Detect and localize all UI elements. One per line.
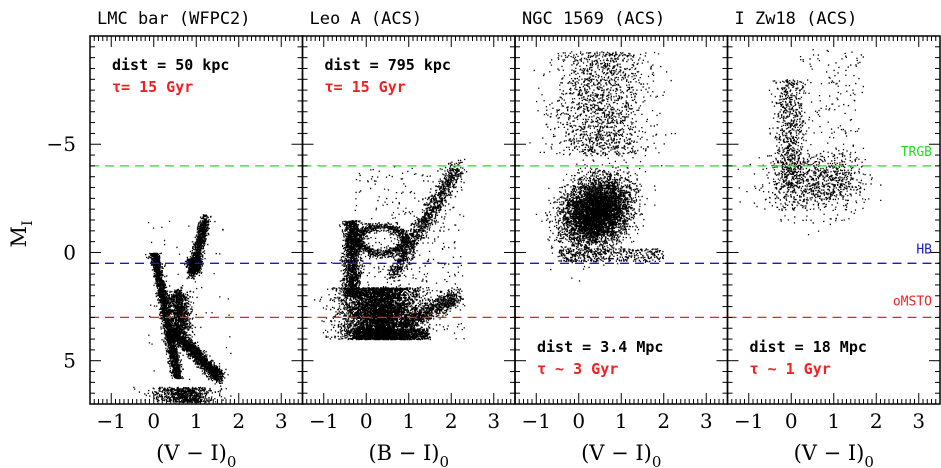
x-axis-label-main: (B − I) xyxy=(368,441,439,465)
scatter-point-cloud xyxy=(133,214,232,404)
x-tick-label: 3 xyxy=(275,409,288,433)
x-tick-label: 2 xyxy=(870,409,883,433)
distance-label: dist = 795 kpc xyxy=(325,56,451,74)
distance-label: dist = 50 kpc xyxy=(112,56,229,74)
scatter-point-cloud xyxy=(529,51,676,282)
x-axis-label: (V − I)0 xyxy=(581,441,661,468)
panel-title: I Zw18 (ACS) xyxy=(735,9,858,29)
y-tick-label: 5 xyxy=(63,349,76,373)
age-label: τ ~ 3 Gyr xyxy=(537,360,618,378)
x-axis-label: (V − I)0 xyxy=(156,441,236,468)
distance-label: dist = 18 Mpc xyxy=(750,338,867,356)
x-tick-label: 0 xyxy=(360,409,373,433)
panel-title: Leo A (ACS) xyxy=(310,9,423,29)
x-tick-label: 0 xyxy=(147,409,160,433)
x-axis-label: (V − I)0 xyxy=(794,441,874,468)
y-axis-label-main: M xyxy=(7,226,31,248)
reference-line-label-trgb: TRGB xyxy=(901,145,932,160)
x-tick-label: 0 xyxy=(572,409,585,433)
x-axis-label-subscript: 0 xyxy=(227,453,237,468)
x-tick-label: 2 xyxy=(657,409,670,433)
x-tick-label: 1 xyxy=(402,409,415,433)
x-tick-label: −1 xyxy=(309,409,338,433)
y-tick-label: 0 xyxy=(63,240,76,264)
x-tick-label: −1 xyxy=(522,409,551,433)
x-axis-label-subscript: 0 xyxy=(440,453,450,468)
y-tick-label: −5 xyxy=(47,132,76,156)
age-label: τ= 15 Gyr xyxy=(112,78,193,96)
scatter-points xyxy=(737,49,882,236)
x-tick-label: 3 xyxy=(912,409,925,433)
x-axis-label-main: (V − I) xyxy=(794,441,865,465)
reference-line-label-hb: HB xyxy=(916,242,932,257)
x-axis-label-main: (V − I) xyxy=(581,441,652,465)
panel-title: NGC 1569 (ACS) xyxy=(522,9,665,29)
x-axis-label: (B − I)0 xyxy=(368,441,449,468)
distance-label: dist = 3.4 Mpc xyxy=(537,338,663,356)
x-tick-label: 2 xyxy=(445,409,458,433)
y-axis: 5 0 −5 MI xyxy=(7,132,76,372)
x-axis-label-main: (V − I) xyxy=(156,441,227,465)
panel-title: LMC bar (WFPC2) xyxy=(97,9,251,29)
scatter-points xyxy=(529,51,676,282)
x-tick-label: 3 xyxy=(700,409,713,433)
y-axis-label-subscript: I xyxy=(20,220,36,226)
x-tick-label: 0 xyxy=(785,409,798,433)
scatter-points xyxy=(314,158,468,341)
reference-line-label-omsto: oMSTO xyxy=(893,294,932,309)
x-tick-label: 1 xyxy=(615,409,628,433)
age-label: τ= 15 Gyr xyxy=(325,78,406,96)
scatter-points xyxy=(133,214,232,404)
x-tick-label: 2 xyxy=(232,409,245,433)
x-tick-label: 1 xyxy=(190,409,203,433)
x-tick-label: 3 xyxy=(487,409,500,433)
scatter-point-cloud xyxy=(737,49,882,236)
x-axis-label-subscript: 0 xyxy=(864,453,874,468)
x-tick-label: −1 xyxy=(97,409,126,433)
x-axis-label-subscript: 0 xyxy=(652,453,662,468)
x-tick-label: 1 xyxy=(827,409,840,433)
age-label: τ ~ 1 Gyr xyxy=(750,360,831,378)
y-axis-label: MI xyxy=(7,220,36,247)
scatter-point-cloud xyxy=(314,158,468,341)
x-tick-label: −1 xyxy=(734,409,763,433)
